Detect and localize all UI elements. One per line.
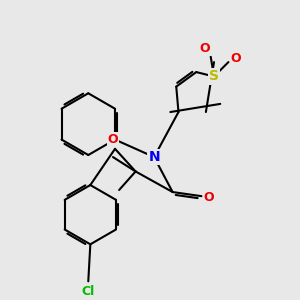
Text: O: O (203, 191, 214, 204)
Text: S: S (209, 70, 219, 83)
Text: Cl: Cl (82, 285, 95, 298)
Text: N: N (148, 150, 160, 164)
Text: O: O (199, 42, 210, 55)
Text: O: O (108, 133, 118, 146)
Text: O: O (230, 52, 241, 65)
